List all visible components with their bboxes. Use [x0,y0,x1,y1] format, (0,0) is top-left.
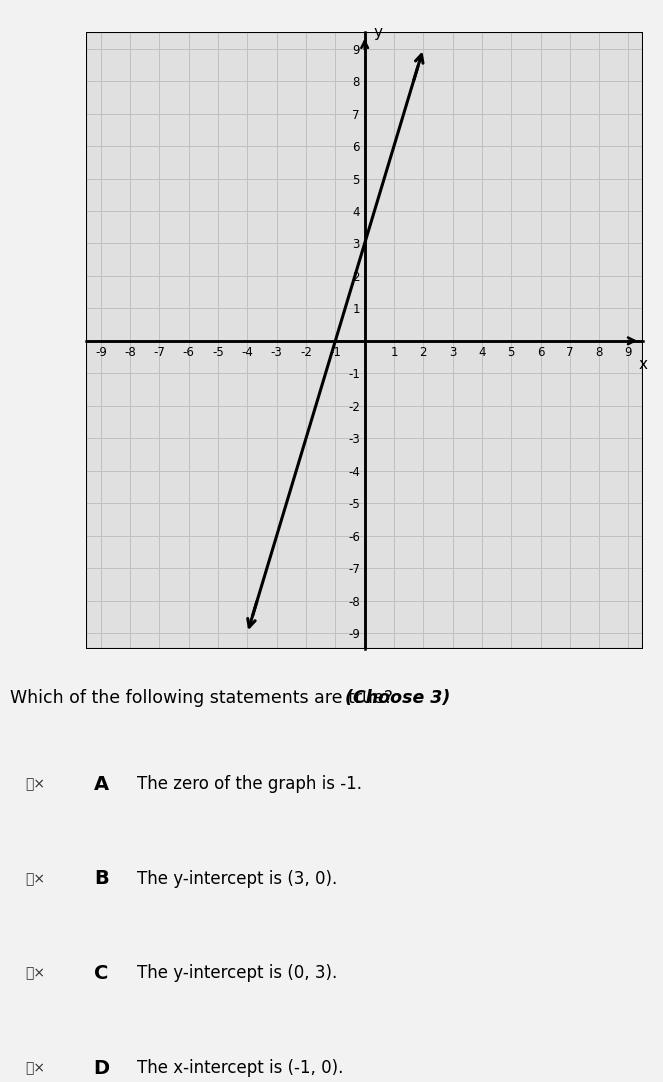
Text: C: C [94,964,109,982]
Text: The x-intercept is (-1, 0).: The x-intercept is (-1, 0). [137,1059,343,1077]
Text: x: x [638,357,648,372]
Text: y: y [373,25,383,40]
Text: The y-intercept is (0, 3).: The y-intercept is (0, 3). [137,964,337,982]
Text: Which of the following statements are true?: Which of the following statements are tr… [10,689,398,707]
Text: A: A [94,775,109,793]
Text: 🔈×: 🔈× [25,1061,45,1076]
Text: D: D [93,1058,109,1078]
Text: B: B [94,869,109,888]
Text: (Choose 3): (Choose 3) [345,689,451,707]
Text: The zero of the graph is -1.: The zero of the graph is -1. [137,775,361,793]
Text: 🔈×: 🔈× [25,872,45,886]
Text: 🔈×: 🔈× [25,777,45,791]
Text: 🔈×: 🔈× [25,966,45,980]
Text: The y-intercept is (3, 0).: The y-intercept is (3, 0). [137,870,337,887]
